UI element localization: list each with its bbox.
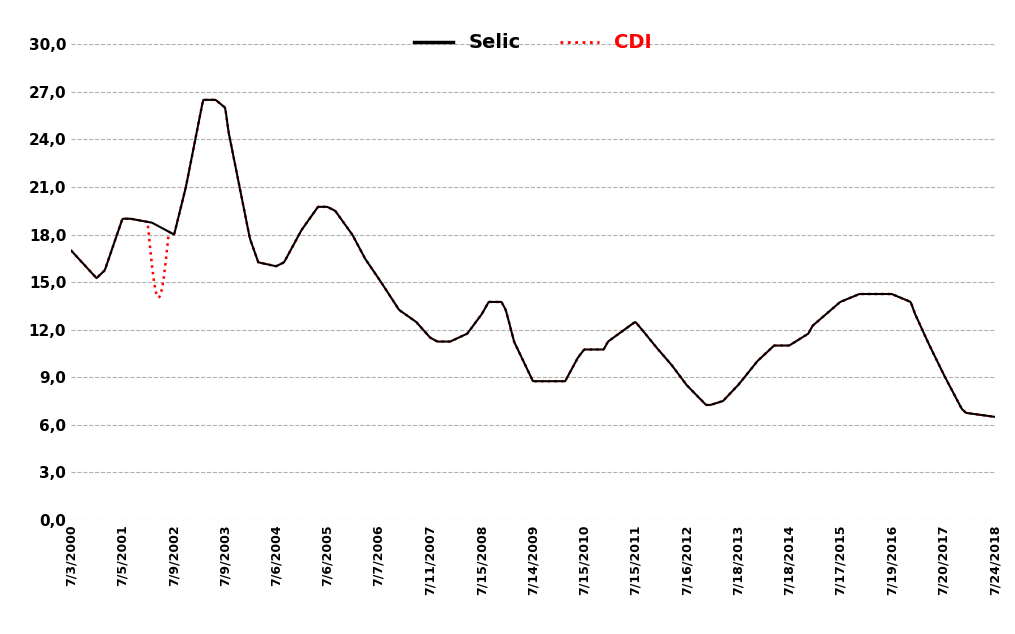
Legend: Selic, CDI: Selic, CDI — [406, 25, 660, 60]
Bar — [71, 520, 995, 543]
